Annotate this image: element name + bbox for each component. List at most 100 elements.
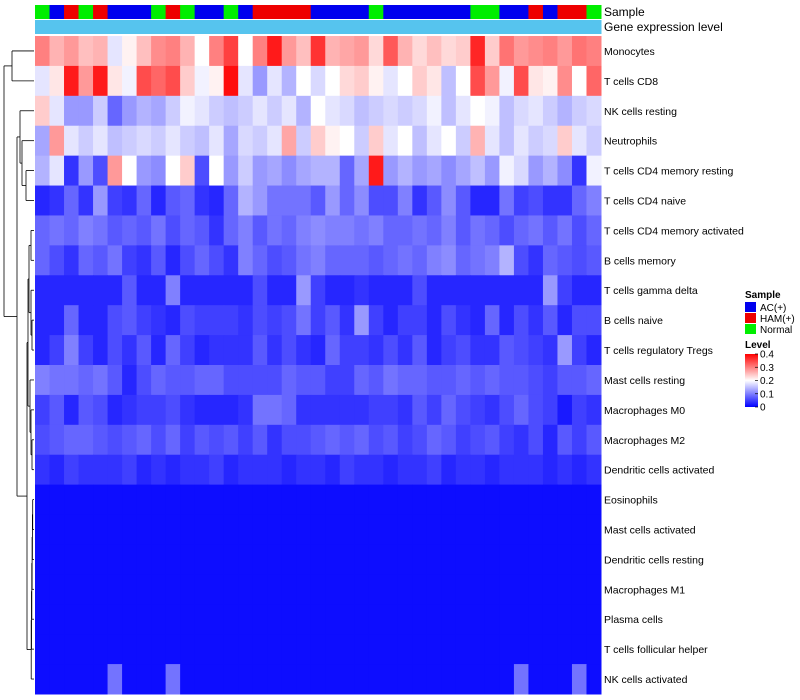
legend-level-tick-label: 0.2 bbox=[760, 376, 774, 387]
heatmap-cell bbox=[49, 305, 65, 336]
heatmap-cell bbox=[426, 454, 442, 486]
heatmap-cell bbox=[426, 394, 442, 426]
heatmap-cell bbox=[64, 36, 80, 67]
heatmap-cell bbox=[528, 245, 544, 276]
heatmap-cell bbox=[499, 514, 515, 545]
heatmap-cell bbox=[165, 275, 181, 306]
heatmap-cell bbox=[223, 185, 239, 216]
heatmap-cell bbox=[267, 424, 283, 456]
heatmap-cell bbox=[267, 155, 283, 187]
gene-level-annotation-cell bbox=[571, 20, 587, 34]
heatmap-cell bbox=[542, 185, 558, 216]
heatmap-cell bbox=[122, 155, 138, 187]
heatmap-cell bbox=[412, 454, 428, 486]
heatmap-cell bbox=[209, 604, 225, 635]
heatmap-cell bbox=[513, 604, 529, 635]
heatmap-cell bbox=[223, 604, 239, 635]
heatmap-cell bbox=[542, 365, 558, 396]
heatmap-cell bbox=[325, 125, 341, 157]
heatmap-cell bbox=[49, 514, 65, 545]
heatmap-cell bbox=[571, 65, 587, 97]
heatmap-cell bbox=[383, 604, 399, 635]
heatmap-cell bbox=[528, 185, 544, 216]
sample-annotation-cell bbox=[325, 5, 341, 19]
heatmap-cell bbox=[209, 634, 225, 665]
heatmap-cell bbox=[223, 574, 239, 605]
heatmap-cell bbox=[223, 484, 239, 516]
heatmap-cell bbox=[93, 125, 109, 157]
heatmap-cell bbox=[542, 125, 558, 157]
heatmap-cell bbox=[528, 394, 544, 426]
heatmap-cell bbox=[64, 185, 80, 216]
heatmap-cell bbox=[455, 484, 471, 516]
heatmap-cell bbox=[194, 574, 210, 605]
heatmap-cell bbox=[354, 65, 370, 97]
heatmap-cell bbox=[528, 305, 544, 336]
heatmap-cell bbox=[296, 514, 312, 545]
heatmap-cell bbox=[325, 36, 341, 67]
heatmap-cell bbox=[499, 574, 515, 605]
sample-annotation-cell bbox=[107, 5, 123, 19]
heatmap-cell bbox=[383, 365, 399, 396]
heatmap-cell bbox=[397, 65, 413, 97]
heatmap-cell bbox=[310, 544, 326, 575]
heatmap-cell bbox=[136, 544, 152, 575]
heatmap-cell bbox=[136, 574, 152, 605]
heatmap-cell bbox=[194, 544, 210, 575]
heatmap-cell bbox=[441, 544, 457, 575]
heatmap-cell bbox=[470, 574, 486, 605]
heatmap-cell bbox=[180, 335, 196, 366]
heatmap-cells bbox=[35, 36, 602, 695]
heatmap-cell bbox=[513, 215, 529, 246]
heatmap-cell bbox=[586, 365, 602, 396]
heatmap-cell bbox=[368, 65, 384, 97]
heatmap-cell bbox=[107, 424, 123, 456]
sample-annotation-cell bbox=[252, 5, 268, 19]
heatmap-cell bbox=[136, 424, 152, 456]
heatmap-cell bbox=[35, 245, 51, 276]
heatmap-cell bbox=[252, 484, 268, 516]
heatmap-cell bbox=[455, 155, 471, 187]
heatmap-cell bbox=[586, 125, 602, 157]
heatmap-cell bbox=[180, 125, 196, 157]
heatmap-cell bbox=[180, 155, 196, 187]
heatmap-cell bbox=[238, 245, 254, 276]
heatmap-cell bbox=[499, 65, 515, 97]
heatmap-cell bbox=[151, 604, 167, 635]
heatmap-cell bbox=[64, 245, 80, 276]
heatmap-cell bbox=[426, 604, 442, 635]
heatmap-cell bbox=[499, 245, 515, 276]
heatmap-cell bbox=[267, 95, 283, 127]
heatmap-cell bbox=[455, 454, 471, 486]
heatmap-cell bbox=[122, 634, 138, 665]
heatmap-cell bbox=[35, 65, 51, 97]
heatmap-cell bbox=[252, 664, 268, 695]
heatmap-cell bbox=[267, 275, 283, 306]
heatmap-cell bbox=[281, 125, 297, 157]
heatmap-cell bbox=[441, 664, 457, 695]
heatmap-cell bbox=[194, 36, 210, 67]
sample-annotation-cell bbox=[455, 5, 471, 19]
heatmap-cell bbox=[499, 484, 515, 516]
heatmap-cell bbox=[383, 335, 399, 366]
heatmap-cell bbox=[93, 514, 109, 545]
heatmap-cell bbox=[368, 125, 384, 157]
heatmap-cell bbox=[426, 424, 442, 456]
heatmap-cell bbox=[223, 544, 239, 575]
heatmap-cell bbox=[107, 275, 123, 306]
heatmap-cell bbox=[441, 365, 457, 396]
heatmap-cell bbox=[441, 305, 457, 336]
heatmap-cell bbox=[78, 36, 94, 67]
heatmap-cell bbox=[368, 604, 384, 635]
sample-annotation-cell bbox=[513, 5, 529, 19]
heatmap-cell bbox=[107, 394, 123, 426]
heatmap-cell bbox=[528, 664, 544, 695]
heatmap-cell bbox=[354, 215, 370, 246]
heatmap-cell bbox=[209, 514, 225, 545]
heatmap-cell bbox=[586, 245, 602, 276]
heatmap-cell bbox=[426, 335, 442, 366]
heatmap-cell bbox=[325, 335, 341, 366]
heatmap-cell bbox=[281, 365, 297, 396]
heatmap-cell bbox=[180, 65, 196, 97]
row-label: Eosinophils bbox=[604, 495, 658, 507]
